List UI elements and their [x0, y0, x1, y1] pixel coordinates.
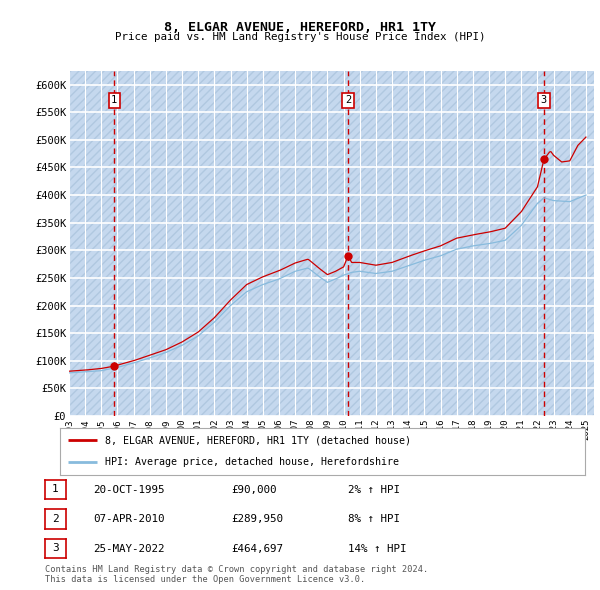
Text: 07-APR-2010: 07-APR-2010 — [93, 514, 164, 524]
Text: 8% ↑ HPI: 8% ↑ HPI — [348, 514, 400, 524]
Text: Contains HM Land Registry data © Crown copyright and database right 2024.
This d: Contains HM Land Registry data © Crown c… — [45, 565, 428, 584]
Text: 25-MAY-2022: 25-MAY-2022 — [93, 544, 164, 553]
Text: £90,000: £90,000 — [231, 485, 277, 494]
Text: 8, ELGAR AVENUE, HEREFORD, HR1 1TY: 8, ELGAR AVENUE, HEREFORD, HR1 1TY — [164, 21, 436, 34]
Text: 1: 1 — [52, 484, 59, 494]
Text: £289,950: £289,950 — [231, 514, 283, 524]
Text: 2: 2 — [52, 514, 59, 524]
Text: Price paid vs. HM Land Registry's House Price Index (HPI): Price paid vs. HM Land Registry's House … — [115, 32, 485, 42]
Text: 14% ↑ HPI: 14% ↑ HPI — [348, 544, 407, 553]
Text: 3: 3 — [52, 543, 59, 553]
Text: 20-OCT-1995: 20-OCT-1995 — [93, 485, 164, 494]
Text: 2: 2 — [345, 95, 351, 105]
Text: £464,697: £464,697 — [231, 544, 283, 553]
Text: 3: 3 — [541, 95, 547, 105]
Text: HPI: Average price, detached house, Herefordshire: HPI: Average price, detached house, Here… — [104, 457, 398, 467]
Text: 1: 1 — [111, 95, 118, 105]
Text: 8, ELGAR AVENUE, HEREFORD, HR1 1TY (detached house): 8, ELGAR AVENUE, HEREFORD, HR1 1TY (deta… — [104, 435, 410, 445]
Text: 2% ↑ HPI: 2% ↑ HPI — [348, 485, 400, 494]
